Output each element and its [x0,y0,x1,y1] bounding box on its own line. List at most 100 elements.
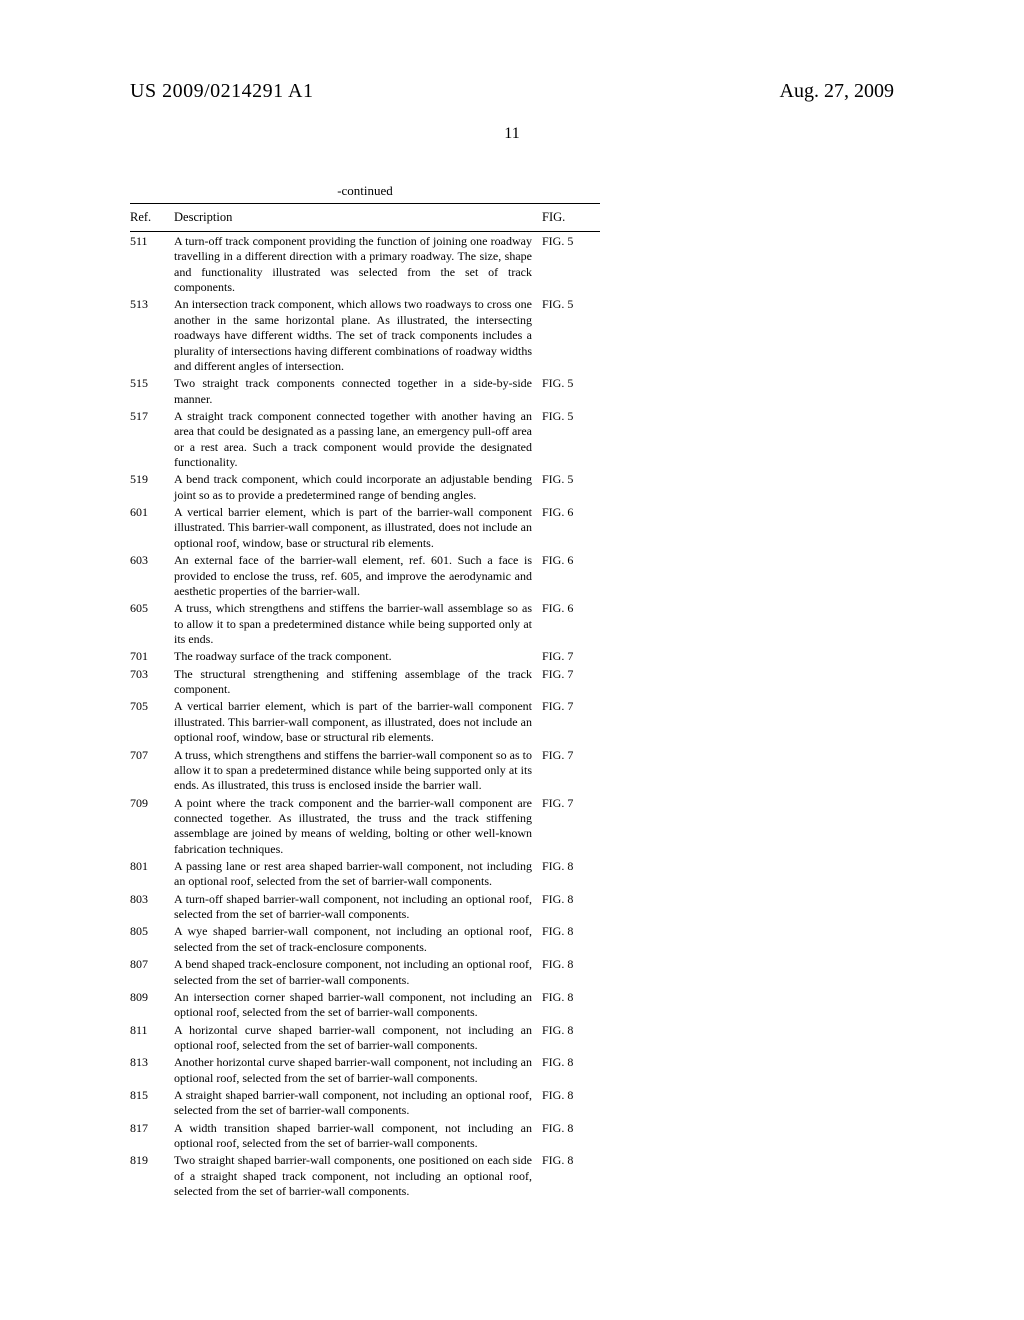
cell-desc: An intersection corner shaped barrier-wa… [174,990,542,1021]
table-header: Ref. Description FIG. [130,204,600,231]
patent-page: US 2009/0214291 A1 Aug. 27, 2009 11 -con… [0,0,1024,1240]
table-row: 701The roadway surface of the track comp… [130,647,600,664]
cell-desc: Another horizontal curve shaped barrier-… [174,1055,542,1086]
cell-fig: FIG. 8 [542,1088,600,1119]
cell-desc: A bend track component, which could inco… [174,472,542,503]
cell-fig: FIG. 5 [542,234,600,295]
cell-ref: 601 [130,505,174,551]
col-header-desc: Description [174,210,542,225]
cell-desc: Two straight shaped barrier-wall compone… [174,1153,542,1199]
cell-fig: FIG. 6 [542,553,600,599]
cell-desc: A truss, which strengthens and stiffens … [174,601,542,647]
cell-fig: FIG. 8 [542,892,600,923]
cell-ref: 511 [130,234,174,295]
cell-ref: 603 [130,553,174,599]
cell-fig: FIG. 7 [542,748,600,794]
col-header-fig: FIG. [542,210,600,225]
cell-ref: 817 [130,1121,174,1152]
cell-desc: A width transition shaped barrier-wall c… [174,1121,542,1152]
cell-desc: A passing lane or rest area shaped barri… [174,859,542,890]
cell-ref: 517 [130,409,174,470]
publication-number: US 2009/0214291 A1 [130,80,313,103]
table-row: 605A truss, which strengthens and stiffe… [130,599,600,647]
table-row: 707A truss, which strengthens and stiffe… [130,746,600,794]
cell-ref: 703 [130,667,174,698]
cell-fig: FIG. 8 [542,1121,600,1152]
cell-fig: FIG. 7 [542,796,600,857]
cell-fig: FIG. 7 [542,699,600,745]
cell-fig: FIG. 5 [542,297,600,374]
cell-desc: A wye shaped barrier-wall component, not… [174,924,542,955]
cell-ref: 803 [130,892,174,923]
cell-ref: 709 [130,796,174,857]
table-row: 709A point where the track component and… [130,794,600,857]
continued-label: -continued [130,183,600,203]
table-row: 811A horizontal curve shaped barrier-wal… [130,1021,600,1054]
cell-ref: 707 [130,748,174,794]
table-row: 805A wye shaped barrier-wall component, … [130,922,600,955]
cell-desc: A bend shaped track-enclosure component,… [174,957,542,988]
cell-fig: FIG. 8 [542,924,600,955]
cell-fig: FIG. 7 [542,649,600,664]
cell-desc: A vertical barrier element, which is par… [174,505,542,551]
table-row: 513An intersection track component, whic… [130,295,600,374]
col-header-ref: Ref. [130,210,174,225]
cell-desc: Two straight track components connected … [174,376,542,407]
cell-fig: FIG. 8 [542,990,600,1021]
cell-fig: FIG. 6 [542,601,600,647]
page-number: 11 [130,125,894,143]
table-row: 511A turn-off track component providing … [130,232,600,295]
cell-ref: 801 [130,859,174,890]
cell-desc: A point where the track component and th… [174,796,542,857]
cell-ref: 701 [130,649,174,664]
cell-desc: A turn-off shaped barrier-wall component… [174,892,542,923]
table-row: 603An external face of the barrier-wall … [130,551,600,599]
cell-fig: FIG. 5 [542,409,600,470]
cell-fig: FIG. 8 [542,1023,600,1054]
table-row: 819Two straight shaped barrier-wall comp… [130,1151,600,1199]
publication-date: Aug. 27, 2009 [780,80,894,103]
table-row: 801A passing lane or rest area shaped ba… [130,857,600,890]
cell-desc: A truss, which strengthens and stiffens … [174,748,542,794]
cell-desc: A horizontal curve shaped barrier-wall c… [174,1023,542,1054]
table-row: 817A width transition shaped barrier-wal… [130,1119,600,1152]
cell-fig: FIG. 8 [542,957,600,988]
cell-desc: A straight shaped barrier-wall component… [174,1088,542,1119]
reference-table: -continued Ref. Description FIG. 511A tu… [130,183,600,1200]
cell-desc: The roadway surface of the track compone… [174,649,542,664]
table-row: 809An intersection corner shaped barrier… [130,988,600,1021]
table-row: 803A turn-off shaped barrier-wall compon… [130,890,600,923]
cell-ref: 807 [130,957,174,988]
cell-ref: 811 [130,1023,174,1054]
cell-ref: 819 [130,1153,174,1199]
cell-desc: An external face of the barrier-wall ele… [174,553,542,599]
cell-ref: 813 [130,1055,174,1086]
cell-fig: FIG. 5 [542,376,600,407]
cell-ref: 809 [130,990,174,1021]
cell-fig: FIG. 7 [542,667,600,698]
cell-desc: An intersection track component, which a… [174,297,542,374]
cell-desc: A straight track component connected tog… [174,409,542,470]
cell-ref: 705 [130,699,174,745]
cell-desc: A turn-off track component providing the… [174,234,542,295]
cell-ref: 515 [130,376,174,407]
table-row: 601A vertical barrier element, which is … [130,503,600,551]
table-row: 705A vertical barrier element, which is … [130,697,600,745]
page-header: US 2009/0214291 A1 Aug. 27, 2009 [130,80,894,103]
cell-ref: 519 [130,472,174,503]
cell-fig: FIG. 8 [542,1055,600,1086]
cell-desc: The structural strengthening and stiffen… [174,667,542,698]
cell-ref: 805 [130,924,174,955]
table-row: 515Two straight track components connect… [130,374,600,407]
cell-desc: A vertical barrier element, which is par… [174,699,542,745]
cell-ref: 513 [130,297,174,374]
cell-fig: FIG. 8 [542,1153,600,1199]
table-row: 813Another horizontal curve shaped barri… [130,1053,600,1086]
table-row: 815A straight shaped barrier-wall compon… [130,1086,600,1119]
table-row: 807A bend shaped track-enclosure compone… [130,955,600,988]
cell-fig: FIG. 8 [542,859,600,890]
cell-fig: FIG. 5 [542,472,600,503]
cell-fig: FIG. 6 [542,505,600,551]
table-row: 519A bend track component, which could i… [130,470,600,503]
cell-ref: 605 [130,601,174,647]
